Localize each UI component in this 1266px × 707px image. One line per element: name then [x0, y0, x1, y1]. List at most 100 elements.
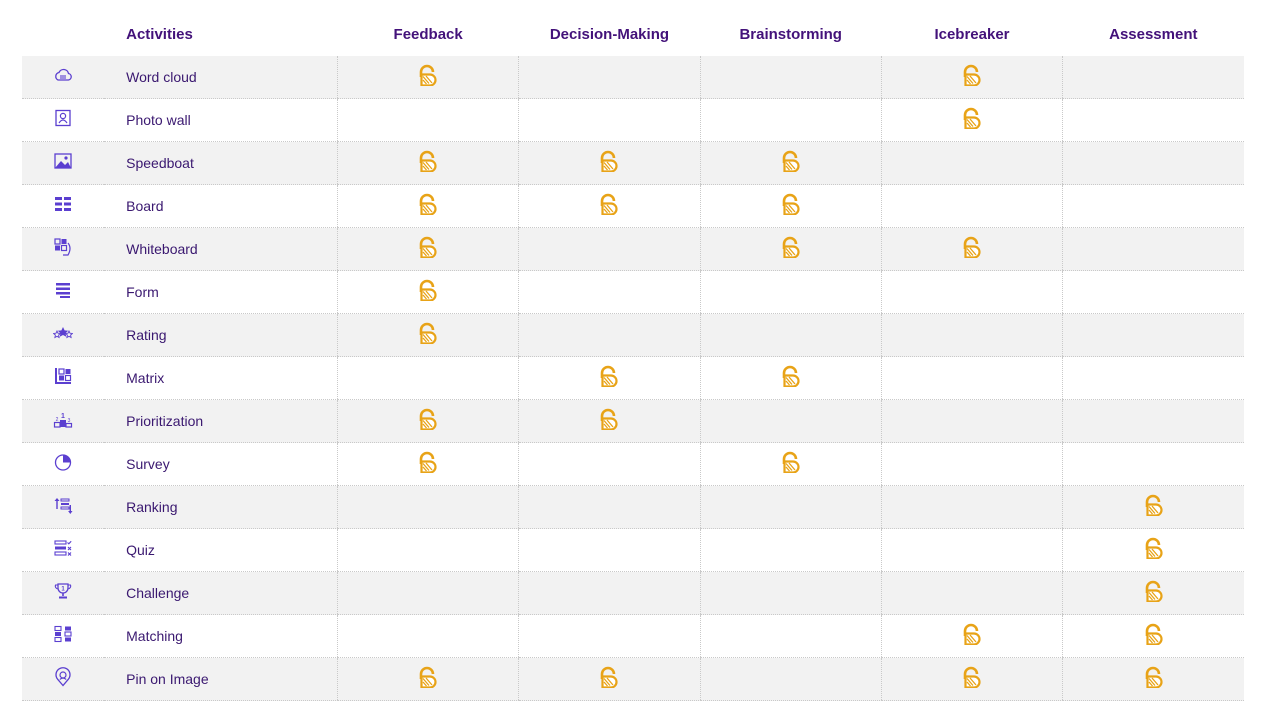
cell-feedback: [336, 227, 519, 271]
cell-brainstorming: [699, 356, 882, 400]
cell-feedback: [336, 270, 519, 314]
cell-assessment: [1062, 571, 1244, 615]
table-row: Rating: [22, 313, 1244, 357]
cell-assessment: [1062, 485, 1244, 529]
badge-icon: [961, 623, 983, 645]
cell-brainstorming: [699, 528, 882, 572]
cell-feedback: [336, 571, 519, 615]
activity-icon-cell: [22, 98, 105, 142]
matrix-icon: [52, 365, 74, 387]
table-row: Whiteboard: [22, 227, 1244, 271]
activity-name: Matrix: [104, 356, 338, 400]
cell-decision-making: [518, 399, 701, 443]
cell-icebreaker: [880, 141, 1063, 185]
cell-icebreaker: [880, 270, 1063, 314]
activity-name: Prioritization: [104, 399, 338, 443]
cell-icebreaker: [880, 442, 1063, 486]
checklist-icon: [52, 537, 74, 559]
cell-decision-making: [518, 528, 701, 572]
cell-icebreaker: [880, 614, 1063, 658]
header-feedback: Feedback: [393, 25, 463, 43]
cell-decision-making: [518, 657, 701, 701]
cell-feedback: [336, 657, 519, 701]
cell-decision-making: [518, 614, 701, 658]
header-icon-column: [22, 12, 104, 56]
activity-icon-cell: 1: [22, 571, 105, 615]
cell-brainstorming: [699, 614, 882, 658]
activities-table-container: Activities Feedback Decision-Making Brai…: [22, 12, 1244, 701]
cell-feedback: [336, 184, 519, 228]
activity-icon-cell: [22, 313, 105, 357]
cell-icebreaker: [880, 399, 1063, 443]
whiteboard-icon: [52, 236, 74, 258]
header-assessment: Assessment: [1109, 25, 1198, 43]
badge-icon: [598, 365, 620, 387]
cell-brainstorming: [699, 184, 882, 228]
activity-icon-cell: [22, 528, 105, 572]
cell-icebreaker: [880, 98, 1063, 142]
badge-icon: [1143, 666, 1165, 688]
activity-name: Ranking: [104, 485, 338, 529]
cell-feedback: [336, 442, 519, 486]
badge-icon: [1143, 494, 1165, 516]
cell-feedback: [336, 399, 519, 443]
header-row: Activities Feedback Decision-Making Brai…: [22, 12, 1244, 56]
cell-feedback: [336, 98, 519, 142]
badge-icon: [1143, 537, 1165, 559]
cell-feedback: [336, 528, 519, 572]
cell-assessment: [1062, 141, 1244, 185]
badge-icon: [780, 451, 802, 473]
activity-icon-cell: [22, 141, 105, 185]
cell-brainstorming: [699, 485, 882, 529]
board-icon: [52, 193, 74, 215]
cell-feedback: [336, 141, 519, 185]
cell-assessment: [1062, 227, 1244, 271]
activity-icon-cell: [22, 56, 105, 99]
cloud-icon: [52, 64, 74, 86]
table-row: Speedboat: [22, 141, 1244, 185]
table-row: Quiz: [22, 528, 1244, 572]
activity-icon-cell: [22, 356, 105, 400]
cell-feedback: [336, 485, 519, 529]
badge-icon: [598, 193, 620, 215]
badge-icon: [961, 236, 983, 258]
badge-icon: [1143, 623, 1165, 645]
trophy-icon: 1: [52, 580, 74, 602]
cell-brainstorming: [699, 657, 882, 701]
badge-icon: [780, 193, 802, 215]
badge-icon: [598, 666, 620, 688]
cell-assessment: [1062, 56, 1244, 99]
cell-icebreaker: [880, 356, 1063, 400]
cell-assessment: [1062, 442, 1244, 486]
cell-icebreaker: [880, 657, 1063, 701]
table-row: Ranking: [22, 485, 1244, 529]
cell-icebreaker: [880, 227, 1063, 271]
cell-decision-making: [518, 184, 701, 228]
badge-icon: [417, 193, 439, 215]
stars-icon: [52, 322, 74, 344]
activity-icon-cell: [22, 485, 105, 529]
cell-decision-making: [518, 270, 701, 314]
activity-name: Pin on Image: [104, 657, 338, 701]
cell-feedback: [336, 356, 519, 400]
cell-brainstorming: [699, 270, 882, 314]
cell-assessment: [1062, 98, 1244, 142]
activity-name: Survey: [104, 442, 338, 486]
cell-icebreaker: [880, 528, 1063, 572]
image-icon: [52, 150, 74, 172]
svg-text:1: 1: [61, 413, 65, 420]
cell-decision-making: [518, 571, 701, 615]
form-icon: [52, 279, 74, 301]
cell-assessment: [1062, 614, 1244, 658]
matching-icon: [52, 623, 74, 645]
badge-icon: [961, 64, 983, 86]
cell-assessment: [1062, 356, 1244, 400]
sort-list-icon: [52, 494, 74, 516]
cell-assessment: [1062, 528, 1244, 572]
cell-brainstorming: [699, 399, 882, 443]
badge-icon: [1143, 580, 1165, 602]
pie-chart-icon: [52, 451, 74, 473]
cell-brainstorming: [699, 571, 882, 615]
activity-name: Quiz: [104, 528, 338, 572]
